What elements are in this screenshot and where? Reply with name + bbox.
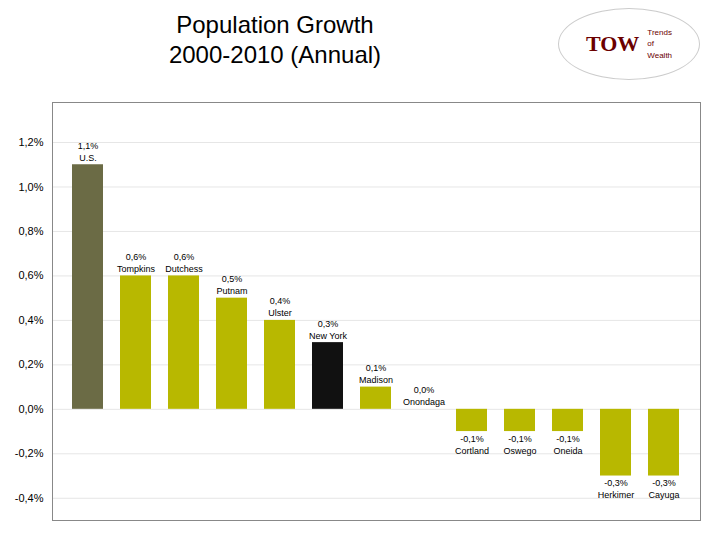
svg-text:0,8%: 0,8%: [18, 225, 43, 237]
svg-text:0,2%: 0,2%: [18, 358, 43, 370]
svg-text:-0,3%: -0,3%: [652, 478, 676, 488]
svg-text:1,0%: 1,0%: [18, 181, 43, 193]
svg-text:Cortland: Cortland: [455, 446, 489, 456]
svg-text:New York: New York: [309, 331, 348, 341]
svg-text:Ulster: Ulster: [268, 308, 292, 318]
html-text:TOW: TOW: [585, 31, 640, 56]
svg-text:0,0%: 0,0%: [414, 385, 435, 395]
svg-text:0,4%: 0,4%: [18, 314, 43, 326]
svg-text:0,6%: 0,6%: [18, 269, 43, 281]
svg-text:-0,1%: -0,1%: [508, 434, 532, 444]
svg-text:0,6%: 0,6%: [174, 252, 195, 262]
svg-text:Madison: Madison: [359, 375, 393, 385]
svg-text:1,2%: 1,2%: [18, 136, 43, 148]
svg-text:0,4%: 0,4%: [270, 296, 291, 306]
svg-text:Oswego: Oswego: [503, 446, 536, 456]
svg-text:0,0%: 0,0%: [18, 403, 43, 415]
svg-text:0,1%: 0,1%: [366, 363, 387, 373]
svg-text:-0,1%: -0,1%: [460, 434, 484, 444]
html-text:Population Growth 2000-2010 (A: Population Growth 2000-2010 (Annual): [168, 11, 382, 68]
svg-text:Tompkins: Tompkins: [117, 264, 156, 274]
svg-text:Herkimer: Herkimer: [598, 490, 635, 500]
svg-text:0,5%: 0,5%: [222, 274, 243, 284]
svg-text:Putnam: Putnam: [216, 286, 247, 296]
html-text:Wealth: Wealth: [647, 50, 673, 60]
svg-text:0,6%: 0,6%: [126, 252, 147, 262]
svg-text:-0,3%: -0,3%: [604, 478, 628, 488]
svg-text:U.S.: U.S.: [79, 153, 97, 163]
svg-text:0,3%: 0,3%: [318, 319, 339, 329]
svg-text:-0,2%: -0,2%: [15, 447, 44, 459]
svg-text:-0,4%: -0,4%: [15, 492, 44, 504]
html-text:of: of: [647, 39, 654, 49]
svg-text:Cayuga: Cayuga: [648, 490, 679, 500]
svg-text:Onondaga: Onondaga: [403, 397, 445, 407]
html-text:Trends: Trends: [647, 28, 672, 38]
svg-text:Dutchess: Dutchess: [165, 264, 203, 274]
svg-text:1,1%: 1,1%: [78, 141, 99, 151]
svg-text:Oneida: Oneida: [553, 446, 582, 456]
svg-text:-0,1%: -0,1%: [556, 434, 580, 444]
